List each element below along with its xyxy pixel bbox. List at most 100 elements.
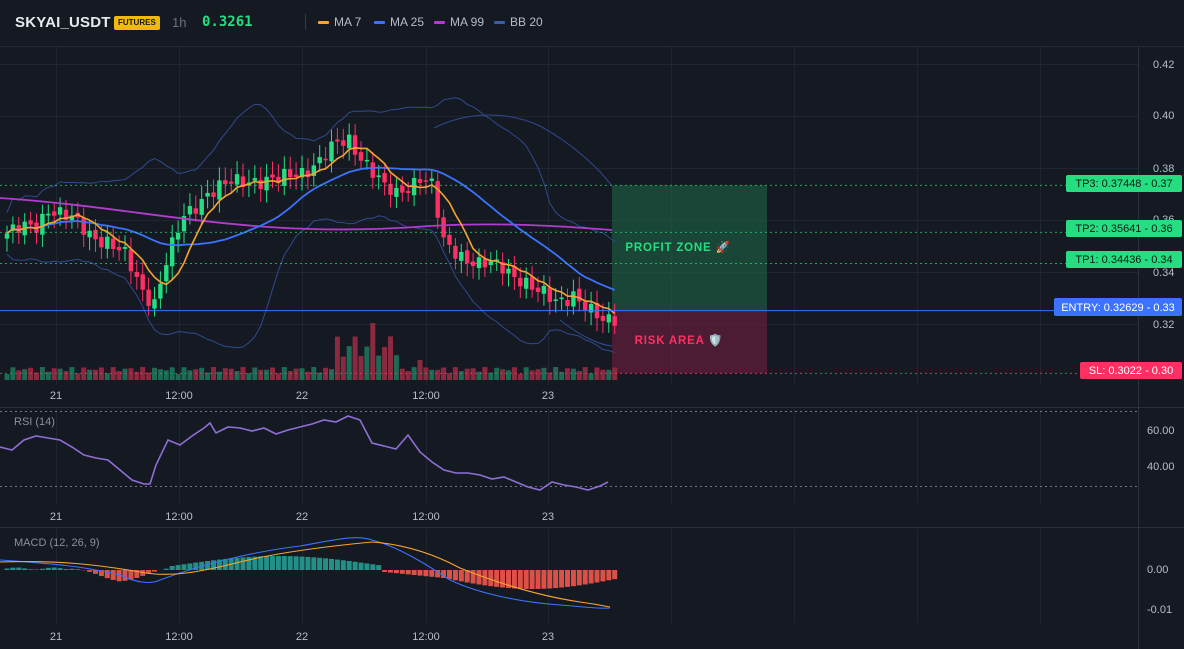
candle-body [323, 158, 328, 161]
candle-body [512, 266, 517, 278]
candle-body [128, 249, 134, 272]
bb-upper-line [6, 97, 616, 243]
candle-body [164, 265, 169, 282]
candle-body [370, 162, 375, 178]
rsi-title: RSI (14) [14, 416, 55, 428]
tp1-tag[interactable]: TP1: 0.34436 - 0.34 [1066, 251, 1182, 268]
candle-body [394, 187, 399, 197]
rsi-time-tick: 22 [296, 511, 308, 523]
profit-zone-label: PROFIT ZONE 🚀 [625, 240, 730, 254]
candle-body [211, 192, 216, 197]
macd-hist-bar [523, 570, 529, 589]
macd-hist-bar [110, 570, 116, 580]
macd-hist-bar [181, 564, 187, 570]
legend-ma99[interactable]: MA 99 [434, 15, 484, 29]
volume-bar [612, 367, 618, 380]
timeframe-selector[interactable]: 1h [172, 15, 187, 30]
macd-hist-bar [323, 558, 329, 570]
volume-bar [364, 346, 370, 380]
candle-body [10, 224, 16, 231]
ma25-line [6, 166, 616, 291]
legend-bb20[interactable]: BB 20 [494, 15, 543, 29]
macd-hist-bar [34, 569, 39, 570]
volume-bar [246, 373, 252, 380]
bollinger-bands [6, 97, 616, 353]
macd-hist-bar [163, 568, 169, 570]
macd-hist-bar [429, 570, 435, 577]
candle-body [105, 236, 110, 249]
volume-bar [594, 367, 600, 380]
candle-body [447, 234, 452, 245]
volume-bar [305, 371, 311, 380]
candle-body [111, 238, 116, 250]
volume-bar [435, 369, 441, 380]
candle-body [506, 268, 511, 274]
volume-bar [405, 371, 411, 380]
volume-bar [34, 372, 39, 380]
candle-body [4, 233, 10, 239]
macd-hist-bar [488, 570, 494, 587]
volume-bar [57, 368, 63, 380]
rsi-time-tick: 21 [50, 511, 62, 523]
sl-tag[interactable]: SL: 0.3022 - 0.30 [1080, 362, 1182, 379]
macd-hist-bar [358, 562, 364, 570]
macd-hist-bar [405, 570, 411, 575]
volume-bar [205, 372, 211, 380]
macd-hist-bar [334, 559, 340, 570]
candle-body [476, 257, 482, 269]
macd-hist-bar [122, 570, 128, 581]
macd-hist-bar [216, 559, 222, 570]
macd-hist-bar [364, 563, 370, 570]
candle-body [205, 192, 210, 197]
macd-hist-bar [169, 566, 175, 570]
macd-time-tick: 23 [542, 631, 554, 643]
trade-levels [0, 184, 1080, 374]
volume-bar [128, 368, 134, 380]
legend-ma7[interactable]: MA 7 [318, 15, 361, 29]
volume-bar [252, 367, 258, 380]
tp3-tag-text: TP3: 0.37448 - 0.37 [1075, 178, 1172, 190]
legend-ma25[interactable]: MA 25 [374, 15, 424, 29]
volume-bar [163, 370, 169, 380]
volume-bar [193, 369, 199, 380]
candle-body [553, 299, 558, 301]
entry-tag[interactable]: ENTRY: 0.32629 - 0.33 [1054, 298, 1182, 316]
volume-bar [81, 367, 87, 380]
volume-bar [476, 371, 482, 380]
volume-bar [382, 346, 388, 380]
volume-bar [287, 371, 293, 380]
volume-bar [329, 369, 334, 380]
volume-bar [565, 368, 570, 380]
futures-badge: FUTURES [114, 16, 160, 30]
candle-body [40, 213, 45, 235]
macd-hist-bar [4, 568, 10, 570]
macd-hist-bar [417, 570, 423, 576]
macd-hist-bar [329, 558, 334, 570]
tp2-tag[interactable]: TP2: 0.35641 - 0.36 [1066, 220, 1182, 237]
volume-bar [234, 371, 240, 380]
macd-hist-bar [16, 567, 22, 570]
price-tick: 0.34 [1153, 267, 1174, 279]
rsi-tick: 40.00 [1147, 461, 1175, 473]
candle-body [217, 180, 222, 200]
candle-body [382, 173, 387, 183]
candle-body [441, 217, 446, 238]
macd-time-tick: 22 [296, 631, 308, 643]
macd-hist-bar [246, 556, 252, 570]
tp3-tag[interactable]: TP3: 0.37448 - 0.37 [1066, 175, 1182, 192]
macd-hist-bar [441, 570, 447, 578]
volume-bar [458, 371, 464, 380]
candle-body [93, 229, 98, 240]
tp2-tag-text: TP2: 0.35641 - 0.36 [1075, 223, 1172, 235]
symbol-name[interactable]: SKYAI_USDT [15, 14, 111, 31]
volume-bar [93, 369, 98, 380]
candle-body [600, 315, 606, 321]
rsi-line [0, 415, 609, 491]
candle-body [518, 277, 523, 287]
candle-body [352, 135, 358, 155]
candle-body [559, 297, 564, 300]
volume-bar [39, 367, 45, 380]
candle-body [524, 277, 529, 289]
volume-bar [429, 369, 435, 380]
